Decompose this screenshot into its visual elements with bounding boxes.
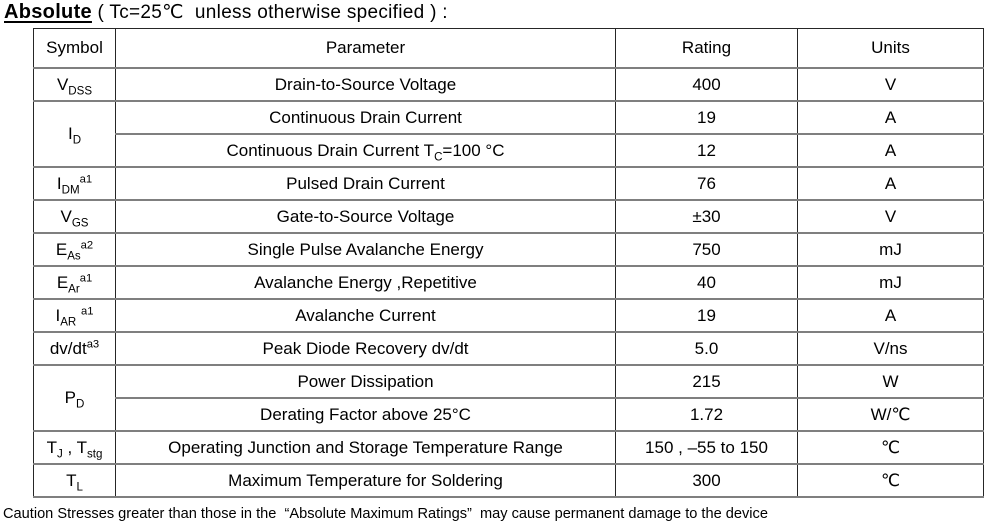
header-rating: Rating <box>615 28 798 69</box>
table-row: Derating Factor above 25°C 1.72 W/℃ <box>34 397 984 432</box>
rating-cell: 19 <box>615 100 798 135</box>
title-condition: ( Tc=25℃ unless otherwise specified ) : <box>91 2 448 23</box>
symbol-cell: dv/dta3 <box>33 331 116 366</box>
units-cell: ℃ <box>797 430 984 465</box>
table-row: dv/dta3 Peak Diode Recovery dv/dt 5.0 V/ns <box>33 331 984 366</box>
symbol-cell: EAsa2 <box>33 232 116 267</box>
rating-cell: 300 <box>615 463 798 498</box>
symbol-cell: VDSS <box>33 67 116 102</box>
parameter-cell: Avalanche Current <box>115 298 616 333</box>
rating-cell: ±30 <box>615 199 798 234</box>
table-row: VDSS Drain-to-Source Voltage 400 V <box>33 67 984 102</box>
table-row: IDMa1 Pulsed Drain Current 76 A <box>33 166 984 201</box>
rating-cell: 400 <box>615 67 798 102</box>
rating-cell: 150 , –55 to 150 <box>615 430 798 465</box>
parameter-cell: Power Dissipation <box>115 364 616 399</box>
units-cell: V <box>797 67 984 102</box>
symbol-cell: TL <box>33 463 116 498</box>
symbol-cell: EAra1 <box>33 265 116 300</box>
rating-cell: 750 <box>615 232 798 267</box>
table-row: EAra1 Avalanche Energy ,Repetitive 40 mJ <box>33 265 984 300</box>
table-row: VGS Gate-to-Source Voltage ±30 V <box>33 199 984 234</box>
units-cell: A <box>797 100 984 135</box>
rating-cell: 215 <box>615 364 798 399</box>
table-row: IAR a1 Avalanche Current 19 A <box>33 298 984 333</box>
rating-cell: 76 <box>615 166 798 201</box>
units-cell: A <box>797 166 984 201</box>
symbol-cell: IDMa1 <box>33 166 116 201</box>
symbol-cell: IAR a1 <box>33 298 116 333</box>
table-row: PD Power Dissipation 215 W <box>33 364 984 432</box>
parameter-cell: Pulsed Drain Current <box>115 166 616 201</box>
rating-cell: 5.0 <box>615 331 798 366</box>
rating-cell: 1.72 <box>615 397 798 432</box>
parameter-cell: Single Pulse Avalanche Energy <box>115 232 616 267</box>
table-row: EAsa2 Single Pulse Avalanche Energy 750 mJ <box>33 232 984 267</box>
rating-cell: 19 <box>615 298 798 333</box>
table-row: TJ , Tstg Operating Junction and Storage … <box>33 430 984 465</box>
parameter-cell: Derating Factor above 25°C <box>115 397 616 432</box>
units-cell: ℃ <box>797 463 984 498</box>
units-cell: V/ns <box>797 331 984 366</box>
parameter-cell: Continuous Drain Current TC=100 °C <box>115 133 616 168</box>
parameter-cell: Maximum Temperature for Soldering <box>115 463 616 498</box>
header-units: Units <box>797 28 984 69</box>
title-keyword: Absolute <box>4 1 92 23</box>
parameter-cell: Peak Diode Recovery dv/dt <box>115 331 616 366</box>
units-cell: W/℃ <box>797 397 984 432</box>
units-cell: W <box>797 364 984 399</box>
caution-note: Caution Stresses greater than those in t… <box>3 506 768 522</box>
absolute-maximum-ratings-table: Symbol Parameter Rating Units VDSS Drain-… <box>33 28 984 498</box>
parameter-cell: Avalanche Energy ,Repetitive <box>115 265 616 300</box>
parameter-cell: Continuous Drain Current <box>115 100 616 135</box>
symbol-cell: PD <box>33 364 116 432</box>
table-row: ID Continuous Drain Current 19 A <box>33 100 984 168</box>
page-title: Absolute ( Tc=25℃ unless otherwise speci… <box>4 1 448 24</box>
parameter-cell: Operating Junction and Storage Temperatu… <box>115 430 616 465</box>
symbol-cell: TJ , Tstg <box>33 430 116 465</box>
units-cell: mJ <box>797 232 984 267</box>
rating-cell: 12 <box>615 133 798 168</box>
table-header-row: Symbol Parameter Rating Units <box>33 28 984 69</box>
units-cell: mJ <box>797 265 984 300</box>
table-row: TL Maximum Temperature for Soldering 300 ℃ <box>33 463 984 498</box>
rating-cell: 40 <box>615 265 798 300</box>
parameter-cell: Gate-to-Source Voltage <box>115 199 616 234</box>
units-cell: V <box>797 199 984 234</box>
units-cell: A <box>797 133 984 168</box>
header-parameter: Parameter <box>115 28 616 69</box>
units-cell: A <box>797 298 984 333</box>
parameter-cell: Drain-to-Source Voltage <box>115 67 616 102</box>
symbol-cell: ID <box>33 100 116 168</box>
table-row: Continuous Drain Current TC=100 °C 12 A <box>34 133 984 168</box>
header-symbol: Symbol <box>33 28 116 69</box>
symbol-cell: VGS <box>33 199 116 234</box>
